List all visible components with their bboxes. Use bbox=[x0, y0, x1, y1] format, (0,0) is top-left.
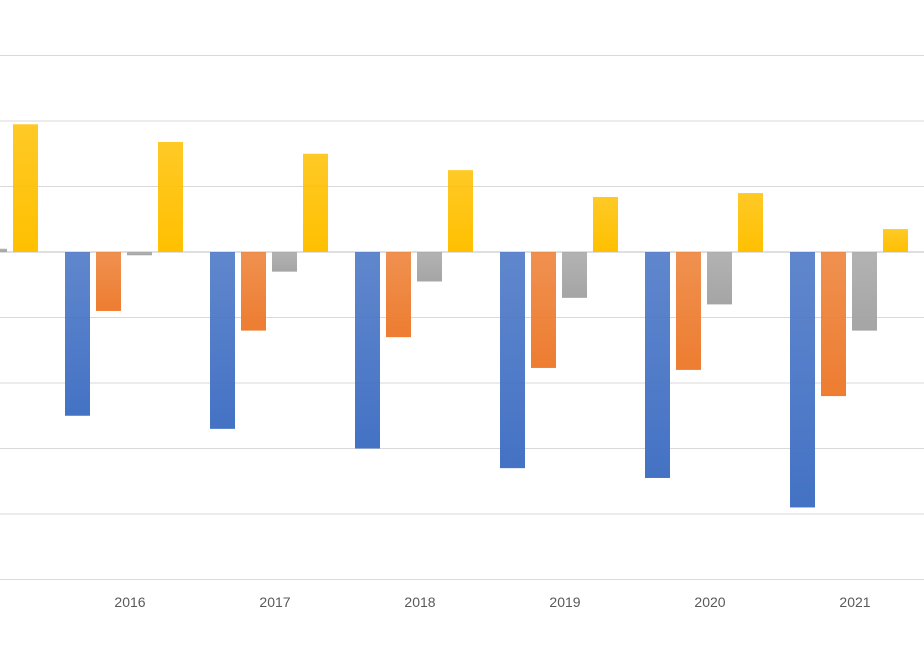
bar-2016-series-1 bbox=[65, 252, 90, 416]
bar-2020-series-1 bbox=[645, 252, 670, 478]
bar-2020-series-4 bbox=[738, 193, 763, 252]
bar-2016-series-2 bbox=[96, 252, 121, 311]
x-tick-label-2017: 2017 bbox=[259, 594, 290, 610]
bar-2019-series-3 bbox=[562, 252, 587, 298]
bar-2019-series-1 bbox=[500, 252, 525, 469]
bar-2021-series-2 bbox=[821, 252, 846, 397]
x-tick-label-2020: 2020 bbox=[694, 594, 725, 610]
x-tick-labels: 2016 2017 2018 2019 2020 2021 bbox=[114, 594, 870, 610]
bar-2016-series-4 bbox=[158, 141, 183, 252]
bar-2021-series-1 bbox=[790, 252, 815, 508]
bar-2017-series-4 bbox=[303, 153, 328, 252]
bars bbox=[0, 124, 908, 508]
gridlines bbox=[0, 55, 924, 580]
bar-first-series-4 bbox=[13, 124, 38, 252]
x-tick-label-2021: 2021 bbox=[839, 594, 870, 610]
bar-2021-series-3 bbox=[852, 252, 877, 331]
bar-2018-series-4 bbox=[448, 170, 473, 252]
bar-2017-series-1 bbox=[210, 252, 235, 429]
bar-2016-series-3 bbox=[127, 252, 152, 256]
bar-2017-series-2 bbox=[241, 252, 266, 331]
x-tick-label-2019: 2019 bbox=[549, 594, 580, 610]
bar-first-series-3 bbox=[0, 248, 7, 252]
bar-2018-series-1 bbox=[355, 252, 380, 449]
x-tick-label-2018: 2018 bbox=[404, 594, 435, 610]
bar-2019-series-2 bbox=[531, 252, 556, 368]
bar-2020-series-3 bbox=[707, 252, 732, 305]
bar-2021-series-4 bbox=[883, 229, 908, 252]
bar-2020-series-2 bbox=[676, 252, 701, 370]
bar-2017-series-3 bbox=[272, 252, 297, 272]
bar-2018-series-2 bbox=[386, 252, 411, 338]
bar-2018-series-3 bbox=[417, 252, 442, 282]
x-tick-label-2016: 2016 bbox=[114, 594, 145, 610]
bar-2019-series-4 bbox=[593, 196, 618, 252]
